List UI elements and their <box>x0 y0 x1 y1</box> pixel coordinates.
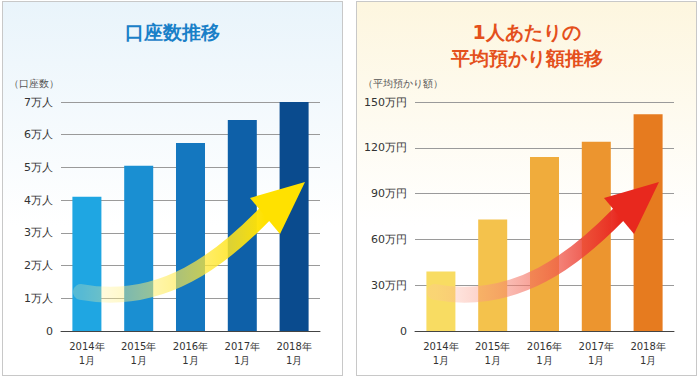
svg-text:0: 0 <box>400 325 407 338</box>
svg-text:1万人: 1万人 <box>24 292 53 305</box>
svg-text:2016年: 2016年 <box>173 341 208 352</box>
svg-text:2万人: 2万人 <box>24 259 53 272</box>
svg-text:6万人: 6万人 <box>24 128 53 141</box>
svg-text:1月: 1月 <box>182 355 198 366</box>
svg-text:1月: 1月 <box>131 355 147 366</box>
svg-text:1月: 1月 <box>640 355 656 366</box>
svg-text:平均預かり額推移: 平均預かり額推移 <box>450 47 603 69</box>
svg-text:（口座数）: （口座数） <box>9 78 59 89</box>
svg-text:（平均預かり額）: （平均預かり額） <box>363 78 443 89</box>
svg-text:2016年: 2016年 <box>527 341 562 352</box>
svg-text:4万人: 4万人 <box>24 194 53 207</box>
svg-text:0: 0 <box>46 325 53 338</box>
svg-text:口座数推移: 口座数推移 <box>125 21 220 43</box>
svg-text:2014年: 2014年 <box>69 341 104 352</box>
svg-text:2018年: 2018年 <box>630 341 665 352</box>
svg-text:120万円: 120万円 <box>364 141 407 154</box>
svg-text:1月: 1月 <box>286 355 302 366</box>
svg-text:90万円: 90万円 <box>371 187 407 200</box>
svg-text:5万人: 5万人 <box>24 161 53 174</box>
svg-text:1月: 1月 <box>536 355 552 366</box>
svg-text:2018年: 2018年 <box>276 341 311 352</box>
svg-text:7万人: 7万人 <box>24 96 53 109</box>
svg-text:2017年: 2017年 <box>225 341 260 352</box>
svg-text:1月: 1月 <box>234 355 250 366</box>
svg-text:1月: 1月 <box>79 355 95 366</box>
svg-text:1月: 1月 <box>588 355 604 366</box>
svg-text:2014年: 2014年 <box>423 341 458 352</box>
svg-text:1月: 1月 <box>485 355 501 366</box>
svg-text:2017年: 2017年 <box>579 341 614 352</box>
svg-text:30万円: 30万円 <box>371 279 407 292</box>
svg-text:150万円: 150万円 <box>364 96 407 109</box>
svg-text:1人あたりの: 1人あたりの <box>472 21 580 43</box>
svg-text:2015年: 2015年 <box>121 341 156 352</box>
svg-text:2015年: 2015年 <box>475 341 510 352</box>
svg-text:60万円: 60万円 <box>371 233 407 246</box>
svg-text:1月: 1月 <box>433 355 449 366</box>
svg-text:3万人: 3万人 <box>24 226 53 239</box>
